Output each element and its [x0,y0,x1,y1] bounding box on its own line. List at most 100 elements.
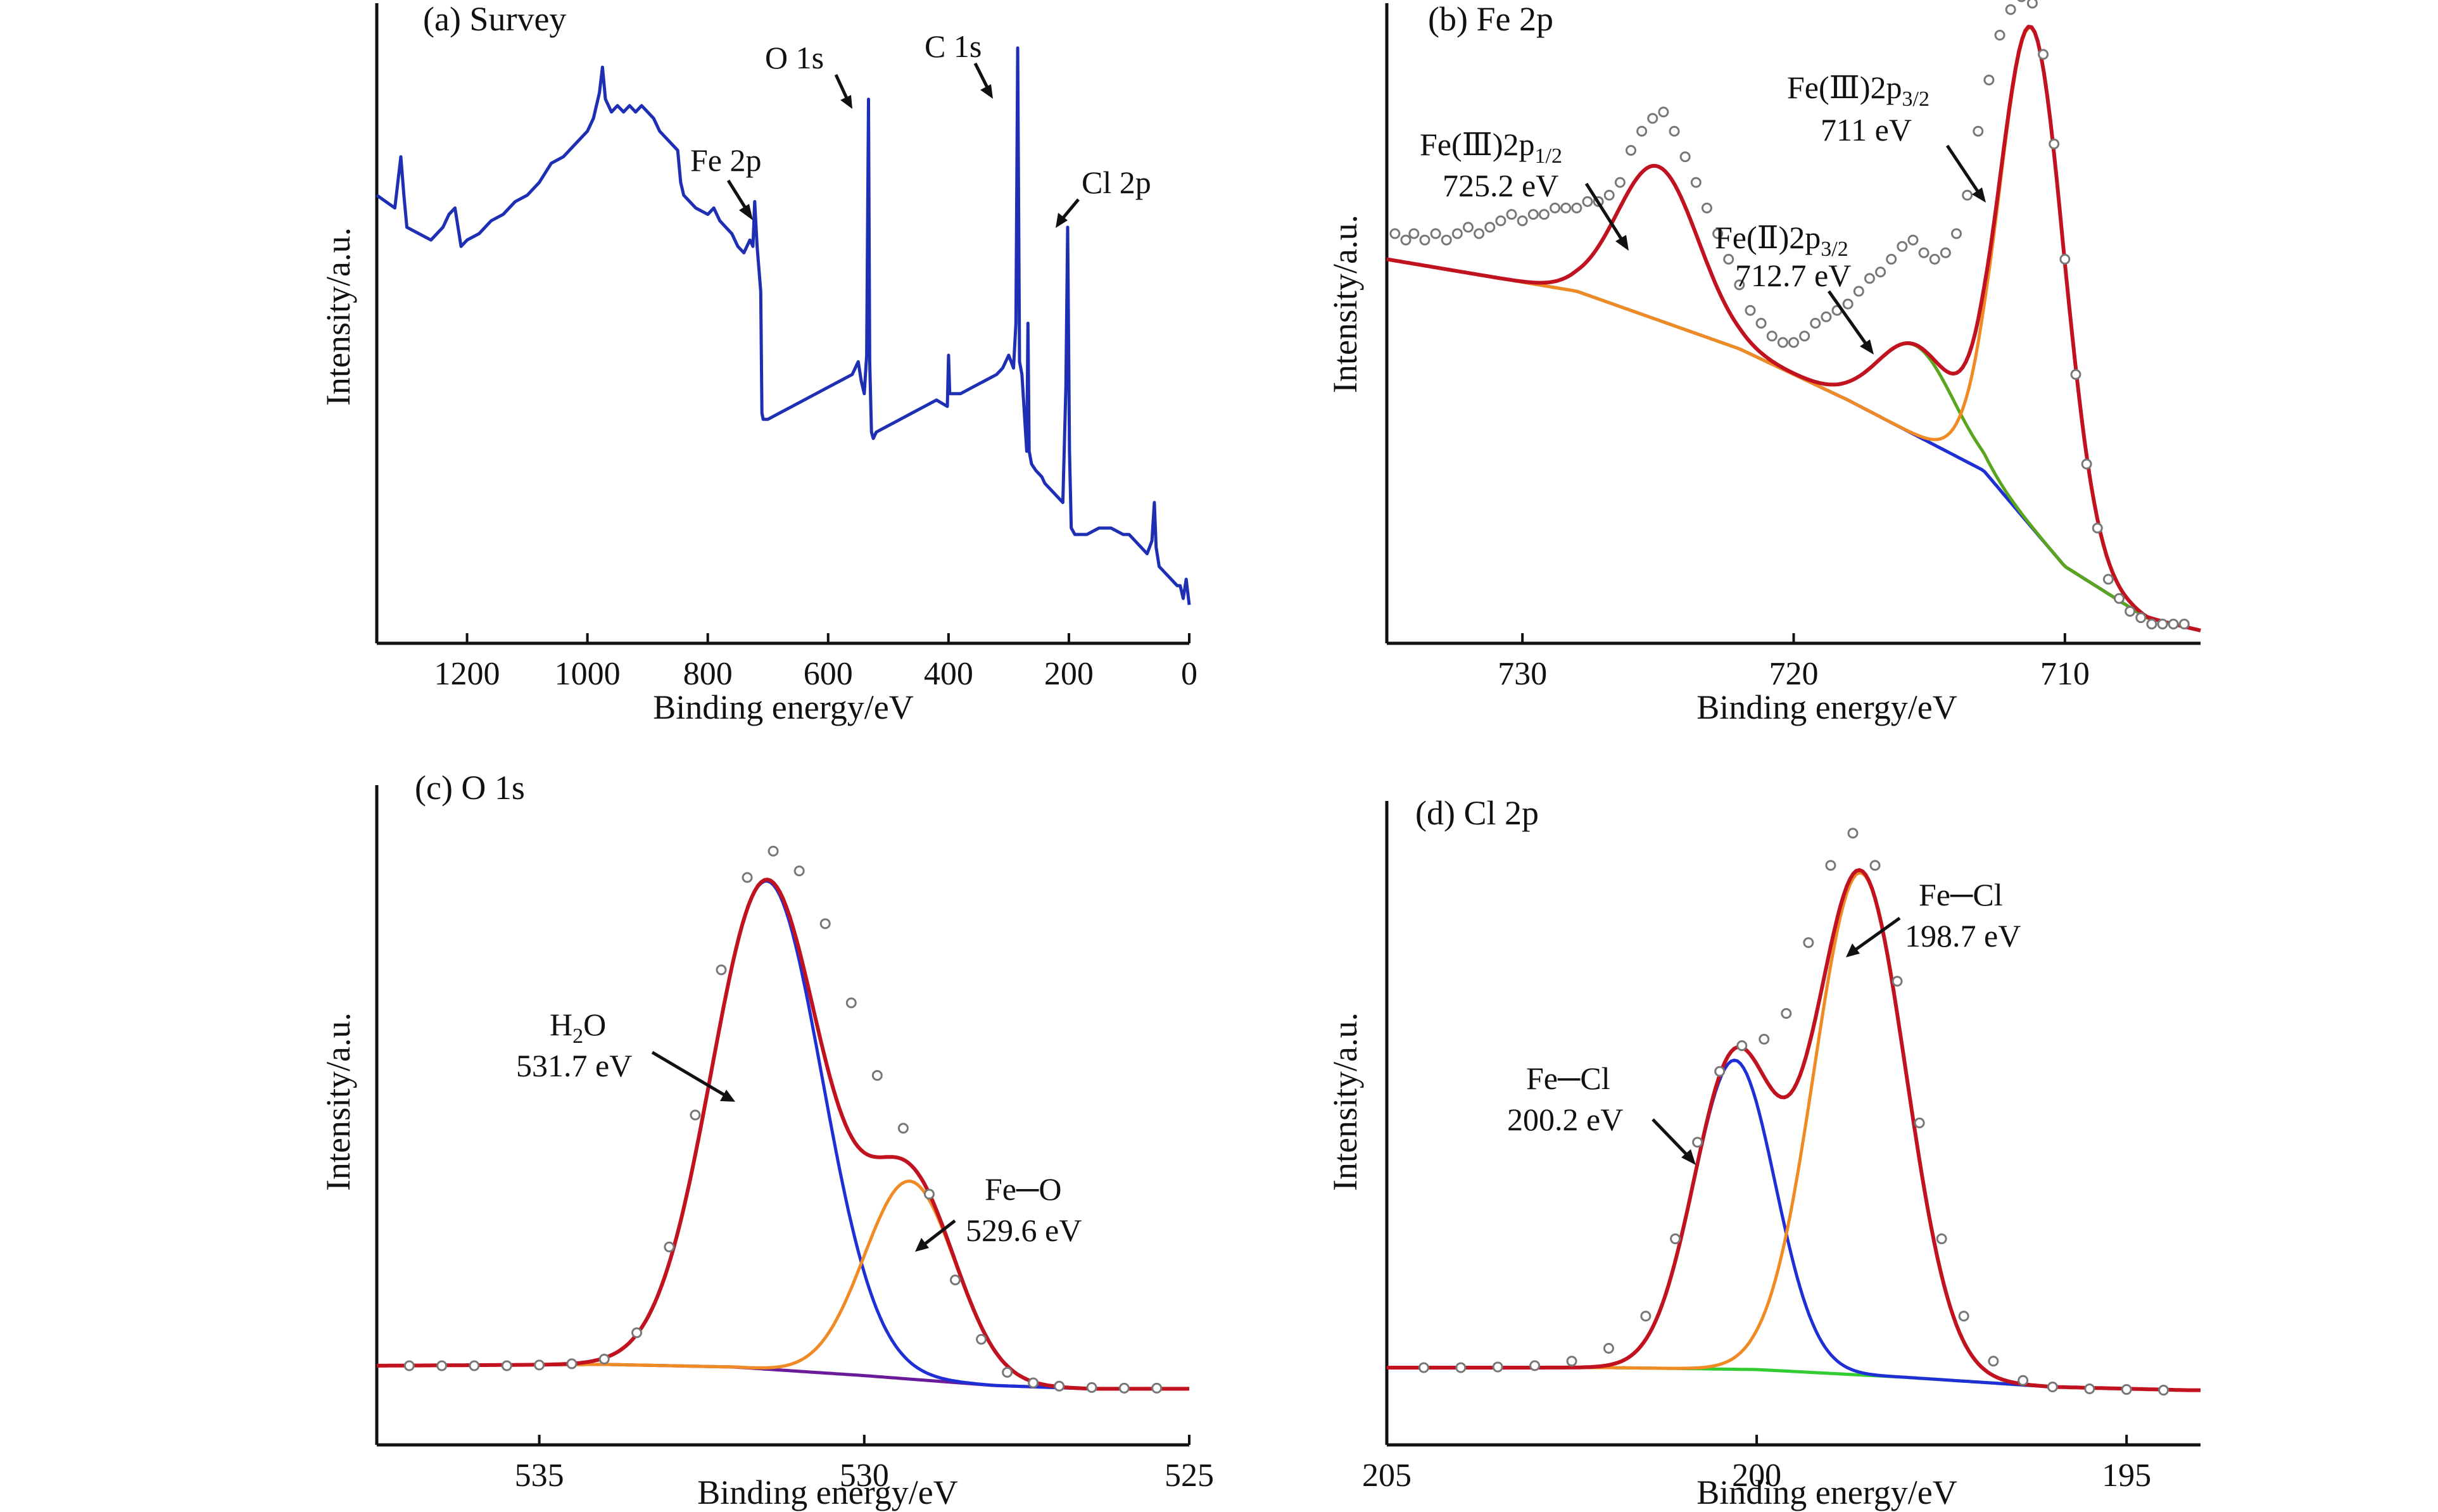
data-point [566,1358,578,1370]
panel-a-plot: 1200 1000 800 600 400 200 0 [375,3,1197,692]
x-ticks: 1200 1000 800 600 400 200 0 [434,633,1197,692]
data-point [1988,1356,1999,1367]
panel-b: 730 720 710 (b) Fe 2p Binding energy/eV In… [1326,0,2201,726]
x-tick-label: 200 [1044,656,1094,692]
annot-feo-value: 529.6 eV [966,1213,1082,1248]
annot-fecl-2002-value: 200.2 eV [1507,1102,1623,1137]
panel-a-ylabel: Intensity/a.u. [319,227,357,406]
data-point [2114,593,2125,604]
panel-b-arrows [1584,144,1986,355]
data-point [2017,0,2026,3]
x-tick-label: 730 [1498,656,1547,692]
data-point [1759,1033,1770,1045]
data-point [1936,1233,1947,1245]
data-point [1712,228,1724,239]
data-point [1994,30,2005,41]
data-point [1734,279,1745,291]
data-point [2059,253,2071,265]
x-tick-label: 1000 [555,656,621,692]
data-point [1495,215,1506,227]
x-ticks: 730 720 710 [1498,633,2090,692]
panel-a-title: (a) Survey [423,0,566,38]
data-point [598,1354,610,1365]
background-line [376,1363,1189,1390]
data-point [1958,1311,1969,1322]
x-tick-label: 800 [683,656,733,692]
data-point [845,997,857,1009]
data-point [2081,458,2092,470]
x-tick-label: 0 [1181,656,1197,692]
annot-fe3-2p32-name: Fe(Ⅲ)2p [1787,70,1902,105]
data-point [2125,605,2136,617]
data-point [976,1333,987,1345]
annot-fe2-2p32-value: 712.7 eV [1735,258,1851,293]
data-point [2018,1375,2029,1386]
panel-b-ylabel: Intensity/a.u. [1326,215,1364,393]
panel-a: 1200 1000 800 600 400 200 0 (a) Survey Binding… [319,0,1197,726]
data-point [897,1123,909,1134]
data-point [1781,1008,1792,1019]
data-point [949,1275,961,1285]
data-point [1918,247,1930,258]
data-point [1842,298,1854,310]
data-point [2026,0,2038,9]
data-point [1766,331,1778,342]
x-tick-label: 600 [804,656,853,692]
data-point [742,872,753,883]
data-point [819,918,831,929]
data-point [2102,574,2114,585]
panel-d-plot: 205 200 195 [1362,801,2201,1494]
annot-fecl-2002-label: Fe─Cl [1526,1061,1610,1096]
data-point [1777,337,1788,348]
panel-d: 205 200 195 (d) Cl 2p Binding energy/eV In… [1326,794,2201,1511]
data-point [1679,151,1691,163]
data-point [1614,177,1626,188]
annot-fe2-2p32-label: Fe(Ⅱ)2p3/2 [1715,220,1848,261]
data-point [1527,209,1539,220]
annot-fe3-2p32-sub: 3/2 [1902,87,1930,111]
panel-c-xlabel: Binding energy/eV [697,1473,957,1511]
panel-b-xlabel: Binding energy/eV [1696,688,1957,726]
data-point [1484,222,1496,233]
data-point [1463,222,1474,233]
data-point [1690,177,1702,188]
data-point [2084,1383,2095,1395]
data-point [1550,203,1561,214]
data-point [1810,318,1821,329]
annot-fe2-2p32-sub: 3/2 [1821,237,1848,261]
envelope-line [376,878,1189,1391]
annot-feo-label: Fe─O [985,1171,1062,1207]
data-point [1745,305,1756,316]
data-point [2178,619,2190,630]
data-point [1929,253,1940,265]
data-point [1962,189,1973,201]
data-point [1669,125,1680,137]
data-point [1430,228,1441,239]
data-point [1419,234,1431,246]
data-point [1118,1382,1130,1394]
data-point [871,1069,883,1081]
annot-cl-2p: Cl 2p [1082,165,1151,200]
panel-d-ylabel: Intensity/a.u. [1326,1012,1364,1191]
data-point [2005,4,2016,15]
data-point [1582,196,1593,207]
envelope-line [1386,25,2201,633]
x-tick-label: 195 [2102,1458,2151,1494]
data-point [1054,1380,1065,1392]
panel-d-xlabel: Binding energy/eV [1696,1473,1957,1511]
panel-c-plot: 535 530 525 [375,785,1214,1494]
data-point [2146,619,2157,630]
annot-h2o-h: H [550,1007,572,1042]
data-point [1701,203,1712,214]
annot-fe3-2p12-label: Fe(Ⅲ)2p1/2 [1420,127,1562,168]
data-point [2092,522,2103,534]
component-line [376,879,1189,1390]
data-point [2158,1385,2170,1396]
data-point [1408,228,1420,239]
data-point [1389,228,1401,239]
data-point [1647,113,1658,124]
data-point [1875,267,1886,278]
annot-fecl-1987-value: 198.7 eV [1905,918,2021,954]
data-point [1400,234,1412,246]
data-point [1626,145,1636,156]
